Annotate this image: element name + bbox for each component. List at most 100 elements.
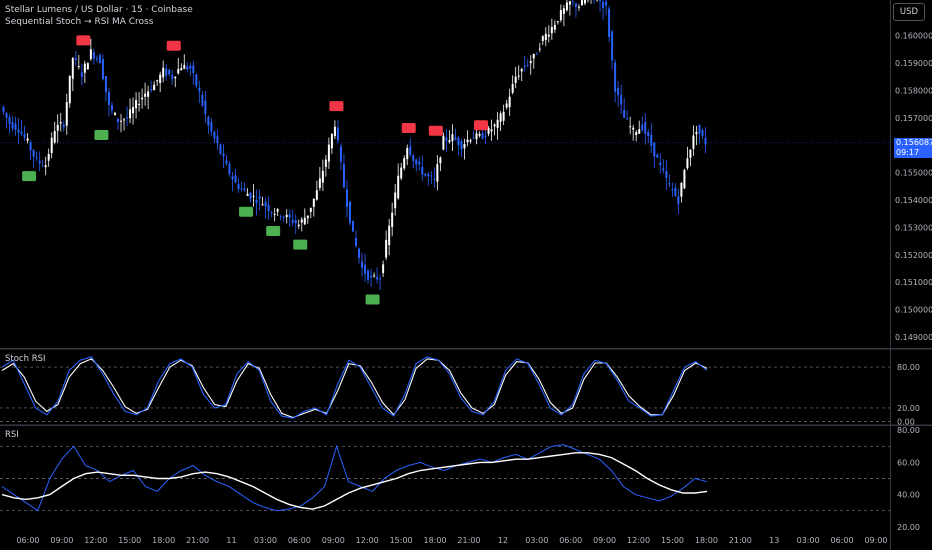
- candle-body: [520, 69, 523, 72]
- candle-body: [177, 68, 180, 74]
- candle-body: [336, 127, 339, 141]
- candle-body: [668, 183, 671, 185]
- candle-body: [144, 93, 147, 97]
- candle-body: [430, 175, 433, 177]
- candle-body: [665, 171, 668, 178]
- candle-body: [526, 64, 529, 66]
- candle-body: [80, 72, 83, 77]
- candle-body: [101, 59, 104, 80]
- candle-body: [228, 163, 231, 174]
- candle-body: [376, 277, 379, 280]
- candle-body: [361, 261, 364, 269]
- candle-body: [17, 129, 20, 133]
- candle-body: [641, 124, 644, 130]
- candle-body: [231, 176, 234, 180]
- candle-body: [312, 198, 315, 207]
- candle-body: [532, 53, 535, 59]
- stoch-tick-label: 0.00: [897, 418, 915, 427]
- candle-body: [689, 149, 692, 158]
- candle-body: [541, 36, 544, 42]
- sell-signal-label: [401, 123, 416, 134]
- candle-body: [186, 66, 189, 70]
- candle-body: [505, 103, 508, 108]
- sell-signal-label: [166, 40, 181, 51]
- candle-body: [107, 91, 110, 105]
- candle-body: [686, 158, 689, 169]
- candle-body: [180, 68, 183, 71]
- price-axis-divider: [890, 0, 891, 550]
- candle-body: [565, 2, 568, 11]
- candle-body: [273, 213, 276, 215]
- time-tick-label: 12: [498, 536, 508, 545]
- candle-body: [367, 270, 370, 280]
- time-tick-label: 15:00: [661, 536, 684, 545]
- candle-body: [324, 159, 327, 167]
- candle-body: [162, 67, 165, 78]
- candle-body: [529, 61, 532, 64]
- candle-body: [556, 21, 559, 23]
- time-tick-label: 15:00: [390, 536, 413, 545]
- stoch-k-line: [1, 356, 708, 419]
- candle-body: [614, 62, 617, 92]
- time-tick-label: 21:00: [186, 536, 209, 545]
- candle-body: [62, 124, 65, 128]
- candle-body: [523, 65, 526, 67]
- candle-body: [653, 142, 656, 157]
- candle-body: [433, 178, 436, 180]
- bar-countdown: 09:17: [896, 148, 920, 157]
- candle-body: [26, 138, 29, 141]
- candle-body: [409, 146, 412, 155]
- candle-body: [216, 136, 219, 144]
- candle-body: [204, 100, 207, 115]
- sell-signal-label: [76, 35, 91, 46]
- currency-button[interactable]: USD: [893, 3, 925, 21]
- candle-body: [650, 134, 653, 146]
- candle-body: [701, 129, 704, 136]
- candle-body: [662, 168, 665, 171]
- time-tick-label: 09:00: [593, 536, 616, 545]
- candle-body: [74, 57, 77, 60]
- buy-signal-label: [239, 206, 254, 217]
- candle-body: [249, 192, 252, 199]
- candle-body: [351, 220, 354, 232]
- signals-layer: [22, 35, 489, 305]
- time-tick-label: 11: [226, 536, 236, 545]
- candle-body: [150, 89, 153, 91]
- candle-body: [677, 196, 680, 205]
- time-tick-label: 18:00: [695, 536, 718, 545]
- candle-body: [35, 157, 38, 159]
- price-tick-label: 0.151000: [895, 278, 932, 287]
- stoch-tick-label: 80.00: [897, 363, 920, 372]
- candle-body: [270, 212, 273, 214]
- candle-body: [644, 122, 647, 134]
- candle-body: [168, 69, 171, 75]
- candle-body: [135, 100, 138, 109]
- candle-body: [86, 63, 89, 70]
- candle-body: [599, 0, 602, 1]
- buy-signal-label: [293, 239, 308, 250]
- candle-body: [174, 76, 177, 79]
- candle-body: [623, 109, 626, 118]
- candle-body: [92, 52, 95, 59]
- candle-body: [29, 142, 32, 151]
- time-tick-label: 03:00: [525, 536, 548, 545]
- candle-body: [261, 204, 264, 206]
- candle-body: [104, 75, 107, 93]
- time-tick-label: 09:00: [864, 536, 887, 545]
- time-tick-label: 15:00: [118, 536, 141, 545]
- candle-body: [113, 112, 116, 115]
- candle-body: [580, 0, 583, 6]
- candle-body: [59, 122, 62, 124]
- rsi-layer: [1, 444, 708, 512]
- candle-body: [547, 34, 550, 37]
- candle-body: [382, 264, 385, 274]
- candle-body: [583, 0, 586, 4]
- candle-body: [574, 3, 577, 7]
- candle-body: [403, 158, 406, 169]
- candle-body: [126, 117, 129, 119]
- buy-signal-label: [266, 225, 281, 236]
- rsi-tick-label: 40.00: [897, 491, 920, 500]
- candles-layer: [2, 0, 707, 291]
- candle-body: [321, 170, 324, 183]
